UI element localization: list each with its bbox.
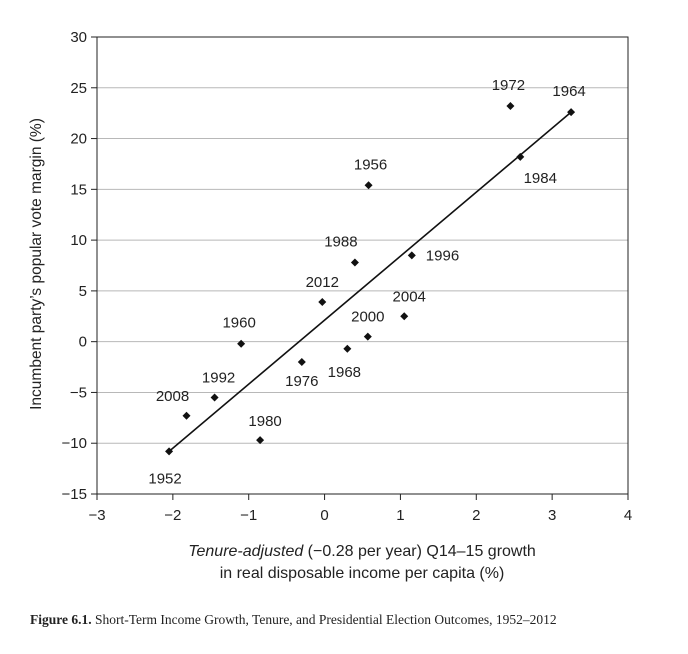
point-marker-1988 [350,258,359,267]
point-label-1968: 1968 [328,364,361,381]
y-tick-label: 25 [70,80,87,97]
y-tick-label: 10 [70,232,87,249]
caption-text: Short-Term Income Growth, Tenure, and Pr… [92,612,557,627]
point-marker-1984 [516,152,525,161]
x-tick-label: 2 [472,507,480,524]
plot-frame [96,36,629,495]
point-marker-1972 [506,102,515,111]
point-label-2000: 2000 [351,309,384,326]
point-marker-2008 [182,411,191,420]
point-marker-1960 [237,339,246,348]
point-label-1952: 1952 [148,470,181,487]
figure-caption: Figure 6.1. Short-Term Income Growth, Te… [30,612,557,627]
point-label-1964: 1964 [552,83,585,100]
point-label-1956: 1956 [354,156,387,173]
point-marker-1952 [165,447,174,456]
point-marker-2012 [318,298,327,307]
point-marker-1976 [297,357,306,366]
point-label-1996: 1996 [426,247,459,264]
point-marker-1992 [210,393,219,402]
x-axis-label-rest: (−0.28 per year) Q14–15 growth [303,543,536,560]
x-axis-label-line1: Tenure-adjusted (−0.28 per year) Q14–15 … [188,543,536,560]
x-axis-label-italic: Tenure-adjusted [188,543,304,560]
point-label-2004: 2004 [393,288,426,305]
y-tick-label: 0 [79,334,87,351]
point-marker-1980 [256,436,265,445]
x-tick-label: −3 [88,507,105,524]
y-tick-label: 15 [70,181,87,198]
gridlines [97,87,628,444]
point-marker-1956 [364,181,373,190]
data-points: 1952 1956 1960 1964 1968 1972 1976 1980 1984 1988… [148,77,585,487]
x-tick-label: 0 [320,507,328,524]
regression-line [168,111,572,452]
x-tick-label: −2 [164,507,181,524]
point-label-2008: 2008 [156,388,189,405]
point-label-1980: 1980 [248,413,281,430]
point-marker-2000 [363,332,372,341]
x-tick-label: −1 [240,507,257,524]
point-label-1992: 1992 [202,370,235,387]
x-axis-ticks: −3 −2 −1 0 1 2 3 4 [88,494,632,524]
y-tick-label: −10 [62,435,87,452]
x-tick-label: 1 [396,507,404,524]
point-marker-1968 [343,344,352,353]
y-tick-label: 5 [79,283,87,300]
x-tick-label: 3 [548,507,556,524]
y-axis-label: Incumbent party’s popular vote margin (%… [28,118,45,410]
point-label-1976: 1976 [285,373,318,390]
point-label-2012: 2012 [306,274,339,291]
point-label-1984: 1984 [524,170,557,187]
y-tick-label: −15 [62,486,87,503]
point-marker-1964 [567,108,576,117]
y-tick-label: 30 [70,29,87,46]
y-tick-label: −5 [70,384,87,401]
point-marker-2004 [400,312,409,321]
point-label-1960: 1960 [222,315,255,332]
x-tick-label: 4 [624,507,632,524]
point-marker-1996 [407,251,416,260]
y-axis-ticks: −15 −10 −5 0 5 10 15 20 25 30 [62,29,97,503]
x-axis-label-line2: in real disposable income per capita (%) [220,565,505,582]
caption-figure-number: Figure 6.1. [30,612,92,627]
point-label-1988: 1988 [324,233,357,250]
point-label-1972: 1972 [492,77,525,94]
y-tick-label: 20 [70,131,87,148]
